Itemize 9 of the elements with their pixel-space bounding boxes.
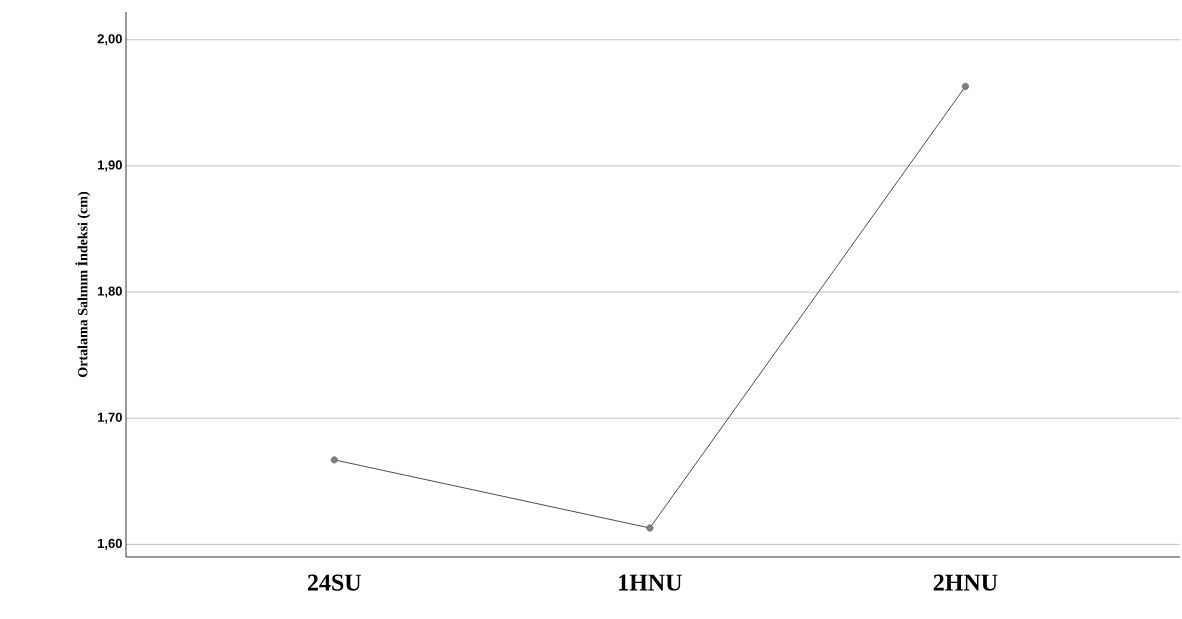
- y-tick-label: 2,00: [97, 34, 122, 46]
- y-tick-label: 1,80: [97, 286, 122, 298]
- x-tick-label: 2HNU: [933, 574, 998, 591]
- y-tick-label: 1,60: [97, 538, 122, 550]
- y-tick-label: 1,90: [97, 160, 122, 172]
- y-axis-title: Ortalama Salınım İndeksi (cm): [75, 191, 91, 377]
- y-tick-label: 1,70: [97, 412, 122, 424]
- x-tick-label: 24SU: [307, 574, 362, 591]
- x-tick-label: 1HNU: [619, 574, 682, 591]
